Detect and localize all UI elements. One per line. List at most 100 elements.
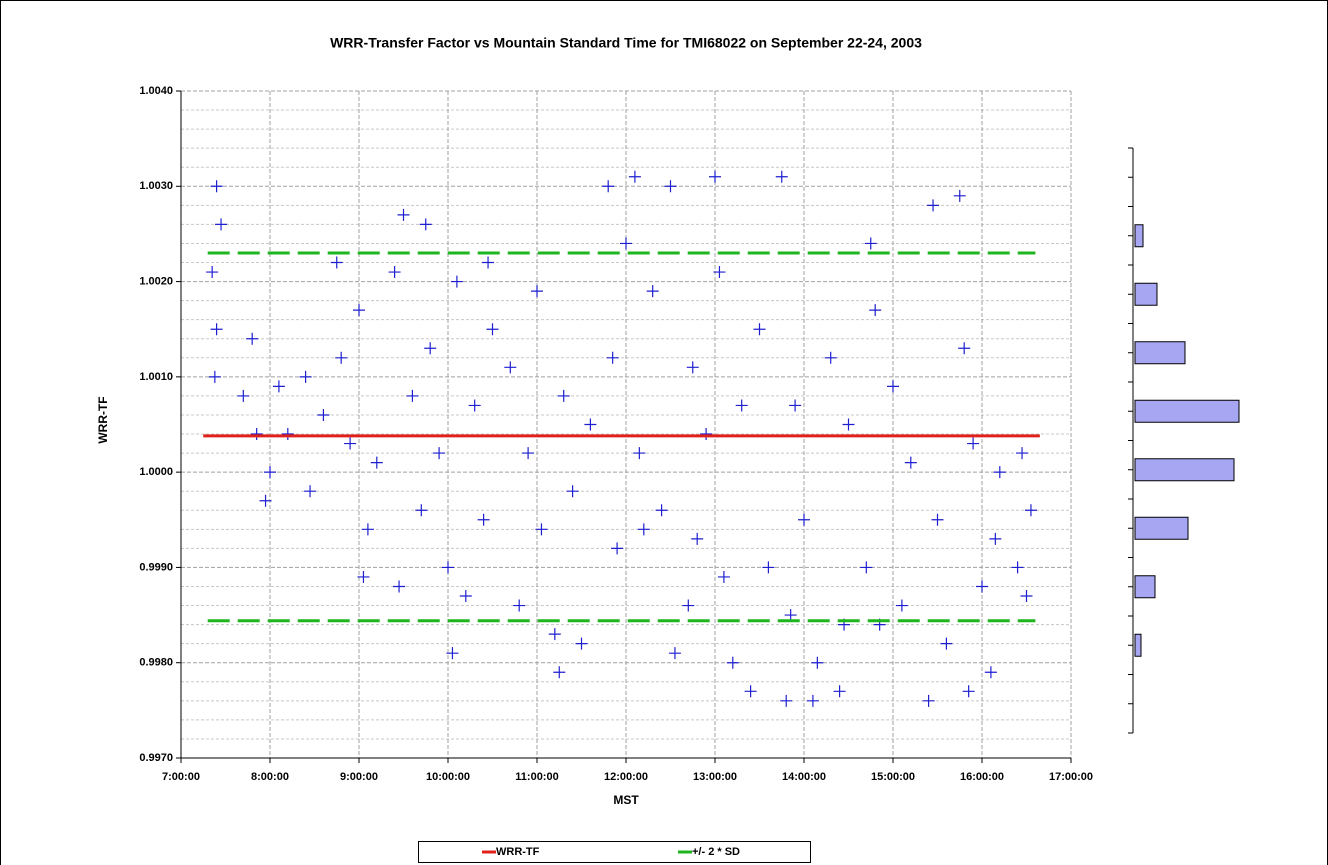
point [646,285,659,298]
point [628,170,641,183]
x-tick-label: 9:00:00 [340,771,378,783]
point [317,408,330,421]
point [984,666,997,679]
x-tick-label: 10:00:00 [426,771,470,783]
point [531,285,543,298]
point [206,266,219,279]
point [869,304,882,317]
point [602,180,615,193]
point [833,685,846,698]
point [931,513,944,526]
point [361,523,374,536]
x-tick-label: 12:00:00 [604,771,648,783]
bar [1134,282,1158,306]
point [548,628,561,641]
point [709,170,721,183]
point [762,561,775,574]
point [442,561,454,574]
y-tick-label: 1.0030 [139,180,173,192]
point [370,456,383,469]
legend-label: +/- 2 * SD [692,846,740,858]
point [459,590,472,603]
bar [1134,633,1142,657]
point [798,513,810,526]
point [215,218,228,231]
point [424,342,437,355]
series-line [207,251,1036,623]
point [606,351,619,364]
point [330,256,343,269]
x-tick-label: 16:00:00 [960,771,1004,783]
point [611,542,624,555]
point [272,380,285,393]
point [668,647,681,660]
point [393,580,406,593]
chart-title: WRR-Transfer Factor vs Mountain Standard… [330,35,922,51]
point [299,370,312,383]
point [1020,590,1033,603]
bar [1134,224,1144,248]
legend-box [418,841,811,863]
y-tick-label: 1.0020 [139,275,173,287]
y-tick-label: 1.0010 [139,371,173,383]
point [953,189,966,202]
point [304,485,317,498]
point [1016,447,1029,460]
bar [1134,458,1235,482]
point [477,513,490,526]
point [446,647,459,660]
point [904,456,917,469]
y-tick-label: 1.0040 [139,85,173,97]
point [246,332,259,345]
point [553,666,566,679]
x-tick-label: 17:00:00 [1049,771,1093,783]
point [811,656,824,669]
y-tick-label: 0.9990 [139,561,173,573]
x-tick-label: 7:00:00 [162,771,200,783]
bar [1134,516,1189,540]
point [976,580,988,593]
y-axis-label: WRR-TF [96,396,110,443]
point [784,609,797,622]
point [735,399,748,412]
point [989,532,1002,545]
point [682,599,695,612]
x-tick-label: 11:00:00 [515,771,558,783]
x-tick-label: 14:00:00 [782,771,826,783]
bar [1134,341,1186,365]
point [686,361,699,374]
point [522,447,535,460]
point [264,466,276,479]
point [780,694,793,707]
point [940,637,953,650]
point [406,389,419,402]
bar [1134,399,1240,423]
point [655,504,668,517]
point [927,199,940,212]
legend-label: WRR-TF [496,846,540,858]
point [864,237,877,250]
point [1011,561,1024,574]
point [824,351,837,364]
x-axis-label: MST [613,793,639,807]
point [842,418,855,431]
point [633,447,646,460]
point [504,361,517,374]
point [993,466,1006,479]
point [895,599,908,612]
point [566,485,579,498]
point [922,694,935,707]
point [717,570,730,583]
point [450,275,463,288]
point [962,685,975,698]
point [210,323,223,336]
point [415,504,428,517]
point [281,428,294,441]
point [353,304,365,317]
point [789,399,802,412]
point [744,685,757,698]
point [513,599,526,612]
point [210,180,223,193]
